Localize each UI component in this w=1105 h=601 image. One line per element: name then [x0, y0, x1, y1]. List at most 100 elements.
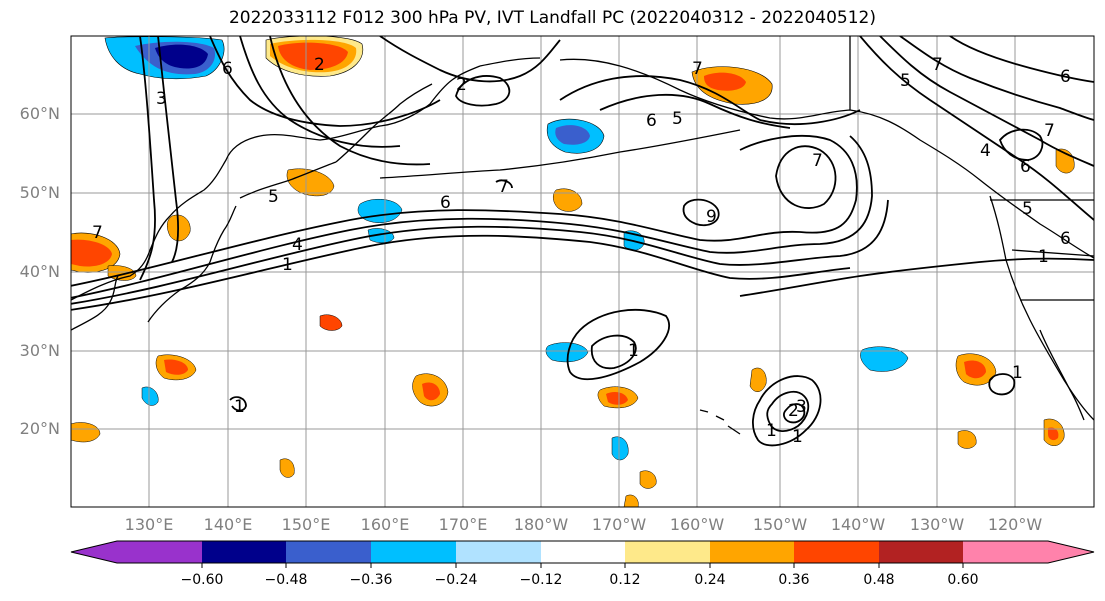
hawaii: [699, 409, 741, 435]
positive-anomaly: [704, 72, 746, 91]
contour-label: 5: [1022, 199, 1033, 219]
contour-label: 2: [314, 55, 325, 75]
contour-label: 1: [1038, 247, 1049, 267]
colorbar-tick-label: 0.12: [609, 572, 641, 588]
contour-label: 7: [498, 177, 509, 197]
contour-label: 5: [900, 71, 911, 91]
contour-labels: 3 6 5 2 7 6 5 6 7 7 6 7 5 6 5 6 4 7 1 2 …: [92, 55, 1071, 447]
positive-anomaly: [278, 42, 348, 70]
colorbar-tick-label: 0.36: [778, 572, 810, 588]
kurils: [239, 161, 337, 199]
korea: [71, 275, 119, 331]
colorbar-tick-label: 0.24: [694, 572, 726, 588]
lon-label: 150°E: [281, 515, 331, 534]
contour-label: 6: [440, 193, 451, 213]
contour-label: 1: [234, 397, 245, 417]
colorbar-tick-label: −0.36: [349, 572, 393, 588]
lon-label: 140°W: [830, 515, 886, 534]
contour-label: 3: [156, 89, 167, 109]
map-frame: [70, 35, 1095, 508]
positive-anomaly: [1048, 427, 1059, 441]
colorbar-segment: [710, 541, 795, 563]
positive-anomaly: [553, 188, 583, 212]
positive-anomaly: [639, 470, 657, 489]
contour-label: 2: [788, 401, 799, 421]
lon-label: 140°E: [203, 515, 253, 534]
colorbar-segment: [371, 541, 457, 563]
colorbar-segment: [202, 541, 287, 563]
negative-anomaly: [860, 346, 909, 372]
contour-label: 6: [1060, 67, 1071, 87]
colorbar-tick-label: −0.48: [264, 572, 308, 588]
colorbar-tick-label: −0.24: [434, 572, 478, 588]
colorbar-segment: [963, 541, 1049, 563]
positive-anomaly: [71, 422, 101, 443]
colorbar-segment: [794, 541, 880, 563]
colorbar-segment: [286, 541, 372, 563]
contour-label: 6: [222, 59, 233, 79]
lon-label: 170°W: [591, 515, 647, 534]
positive-anomaly: [286, 168, 335, 197]
lon-label: 170°E: [438, 515, 488, 534]
positive-anomaly: [749, 367, 767, 392]
contour-label: 2: [456, 75, 467, 95]
contour-label: 7: [812, 151, 823, 171]
colorbar-tick-label: −0.12: [519, 572, 563, 588]
contour-label: 7: [92, 223, 103, 243]
contour-label: 1: [766, 421, 777, 441]
colorbar-outline: [70, 540, 1095, 564]
contour-label: 6: [1060, 229, 1071, 249]
contour-label: 5: [268, 187, 279, 207]
pv-contours: [71, 36, 1094, 447]
lat-label: 50°N: [19, 183, 60, 202]
japan: [147, 205, 237, 323]
negative-anomaly: [141, 386, 159, 406]
contour-label: 4: [980, 141, 991, 161]
lon-label: 130°E: [124, 515, 174, 534]
lat-label: 30°N: [19, 341, 60, 360]
positive-anomaly: [964, 360, 986, 379]
lon-label: 160°W: [669, 515, 725, 534]
contour-label: 7: [1044, 121, 1055, 141]
shaded-anomalies: [71, 36, 1075, 507]
positive-anomaly: [606, 392, 628, 405]
aleutians: [379, 129, 741, 179]
colorbar-segment: [456, 541, 542, 563]
lat-label: 20°N: [19, 419, 60, 438]
baja: [1039, 329, 1085, 421]
colorbar-segment: [625, 541, 711, 563]
lon-label: 120°W: [987, 515, 1043, 534]
negative-anomaly: [611, 436, 629, 461]
colorbar: [70, 540, 1095, 568]
contour-label: 7: [932, 55, 943, 75]
contour-label: 5: [672, 109, 683, 129]
positive-anomaly: [422, 382, 440, 401]
contour-label: 9: [706, 207, 717, 227]
contour-label: 3: [796, 397, 807, 417]
colorbar-tick-label: −0.60: [180, 572, 224, 588]
lon-label: 150°W: [752, 515, 808, 534]
contour-label: 7: [692, 59, 703, 79]
state-border: [1011, 249, 1094, 257]
lat-label: 40°N: [19, 262, 60, 281]
map-title: 2022033112 F012 300 hPa PV, IVT Landfall…: [228, 8, 876, 28]
positive-anomaly: [319, 314, 343, 331]
contour-label: 6: [646, 111, 657, 131]
positive-anomaly: [957, 430, 977, 449]
positive-anomaly: [279, 458, 295, 478]
contour-label: 6: [1020, 157, 1031, 177]
contour-label: 1: [792, 427, 803, 447]
lon-label: 130°W: [909, 515, 965, 534]
contour-label: 1: [282, 255, 293, 275]
alaska: [559, 58, 1094, 259]
positive-anomaly: [164, 359, 188, 375]
colorbar-segment: [879, 541, 964, 563]
contour-label: 1: [628, 341, 639, 361]
contour-label: 1: [1012, 363, 1023, 383]
negative-anomaly: [155, 44, 208, 69]
negative-anomaly: [555, 125, 590, 145]
colorbar-tick-label: 0.48: [863, 572, 895, 588]
negative-anomaly: [367, 228, 395, 243]
colorbar-segment: [541, 541, 626, 563]
